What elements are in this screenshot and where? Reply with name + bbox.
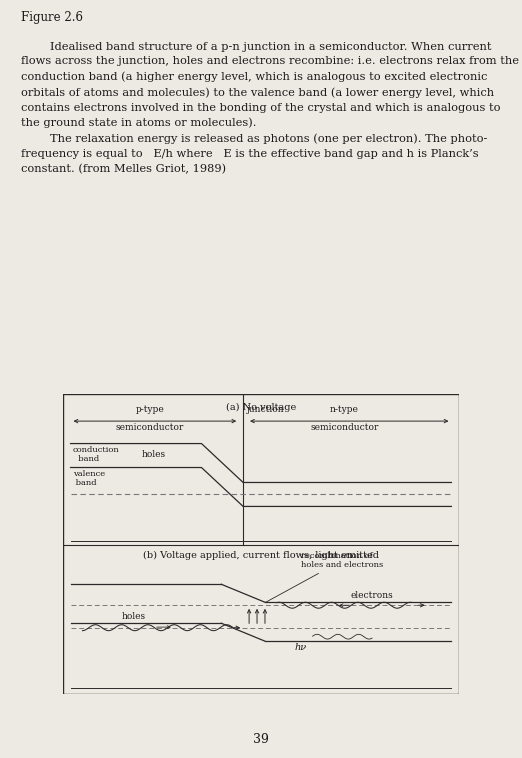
Text: hν: hν [294,643,307,652]
Text: (b) Voltage applied, current flows, light emitted: (b) Voltage applied, current flows, ligh… [143,550,379,559]
Text: holes: holes [122,612,146,621]
Text: Figure 2.6: Figure 2.6 [21,11,83,24]
Text: recombination of
holes and electrons: recombination of holes and electrons [265,552,383,603]
Text: p-type: p-type [136,405,164,414]
Text: electrons: electrons [351,591,394,600]
Text: junction: junction [247,405,284,414]
Text: 39: 39 [253,732,269,746]
Text: n-type: n-type [330,405,359,414]
Text: holes: holes [142,449,166,459]
Text: conduction
  band: conduction band [73,446,120,463]
Text: Idealised band structure of a p-n junction in a semiconductor. When current
flow: Idealised band structure of a p-n juncti… [21,42,519,174]
Text: semiconductor: semiconductor [310,423,378,431]
Text: semiconductor: semiconductor [116,423,184,431]
Text: valence
 band: valence band [73,470,105,487]
Text: (a) No voltage: (a) No voltage [226,403,296,412]
